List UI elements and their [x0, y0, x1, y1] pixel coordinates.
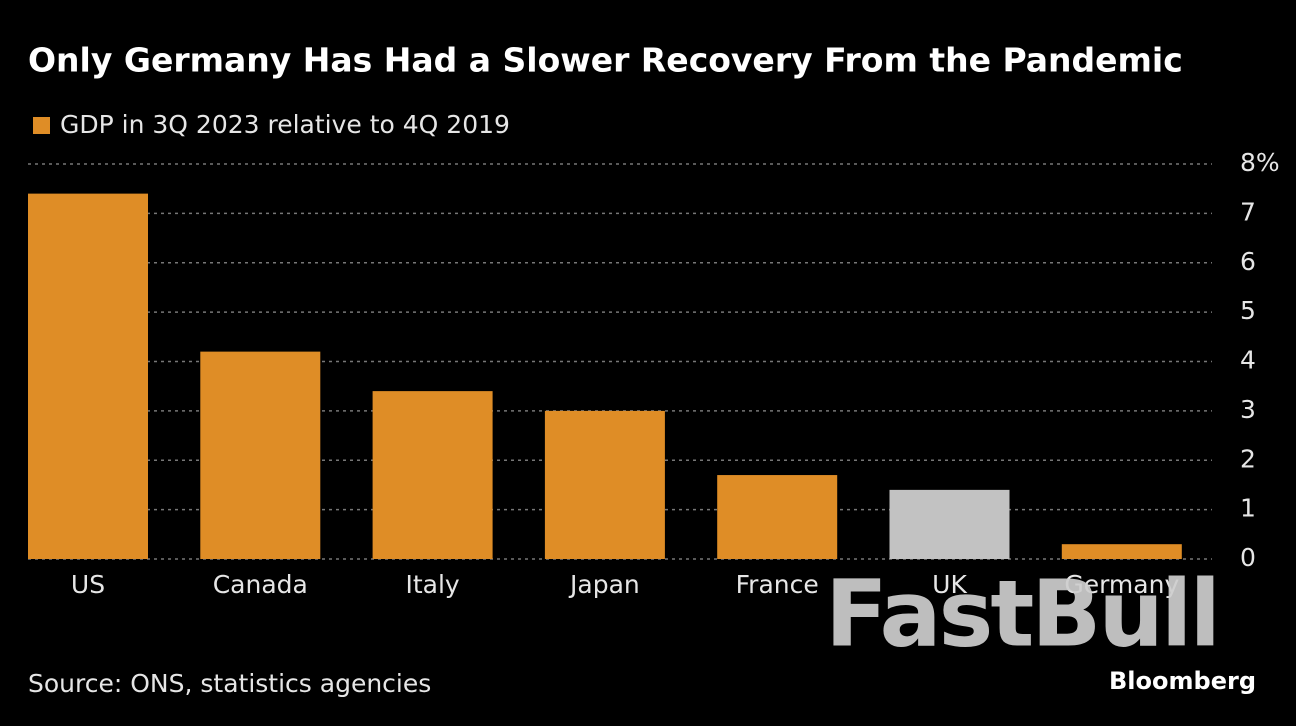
y-tick-label: 5	[1240, 296, 1256, 325]
x-tick-label: US	[71, 570, 105, 599]
x-tick-label: Canada	[213, 570, 308, 599]
y-tick-label: 2	[1240, 444, 1256, 473]
legend-swatch	[33, 117, 50, 134]
bar	[372, 391, 493, 559]
legend-label: GDP in 3Q 2023 relative to 4Q 2019	[60, 110, 510, 139]
bar	[889, 489, 1010, 559]
brand: Bloomberg	[1109, 667, 1256, 695]
bar	[717, 475, 838, 559]
y-tick-label: 7	[1240, 197, 1256, 226]
x-tick-label: UK	[932, 570, 967, 599]
y-tick-label: 3	[1240, 395, 1256, 424]
y-tick-label: 4	[1240, 346, 1256, 375]
y-tick-label: 6	[1240, 247, 1256, 276]
watermark: FastBull	[825, 560, 1218, 667]
x-tick-label: France	[736, 570, 819, 599]
y-tick-label: 1	[1240, 494, 1256, 523]
source: Source: ONS, statistics agencies	[28, 669, 431, 698]
y-tick-label: 0	[1240, 543, 1256, 572]
bar	[200, 351, 321, 559]
x-tick-label: Italy	[405, 570, 459, 599]
bar	[1061, 544, 1182, 559]
x-tick-label: Germany	[1064, 570, 1179, 599]
chart-title: Only Germany Has Had a Slower Recovery F…	[28, 41, 1183, 80]
x-tick-label: Japan	[568, 570, 640, 599]
bar	[28, 193, 148, 559]
bar	[544, 410, 665, 559]
y-tick-label: 8%	[1240, 148, 1280, 177]
